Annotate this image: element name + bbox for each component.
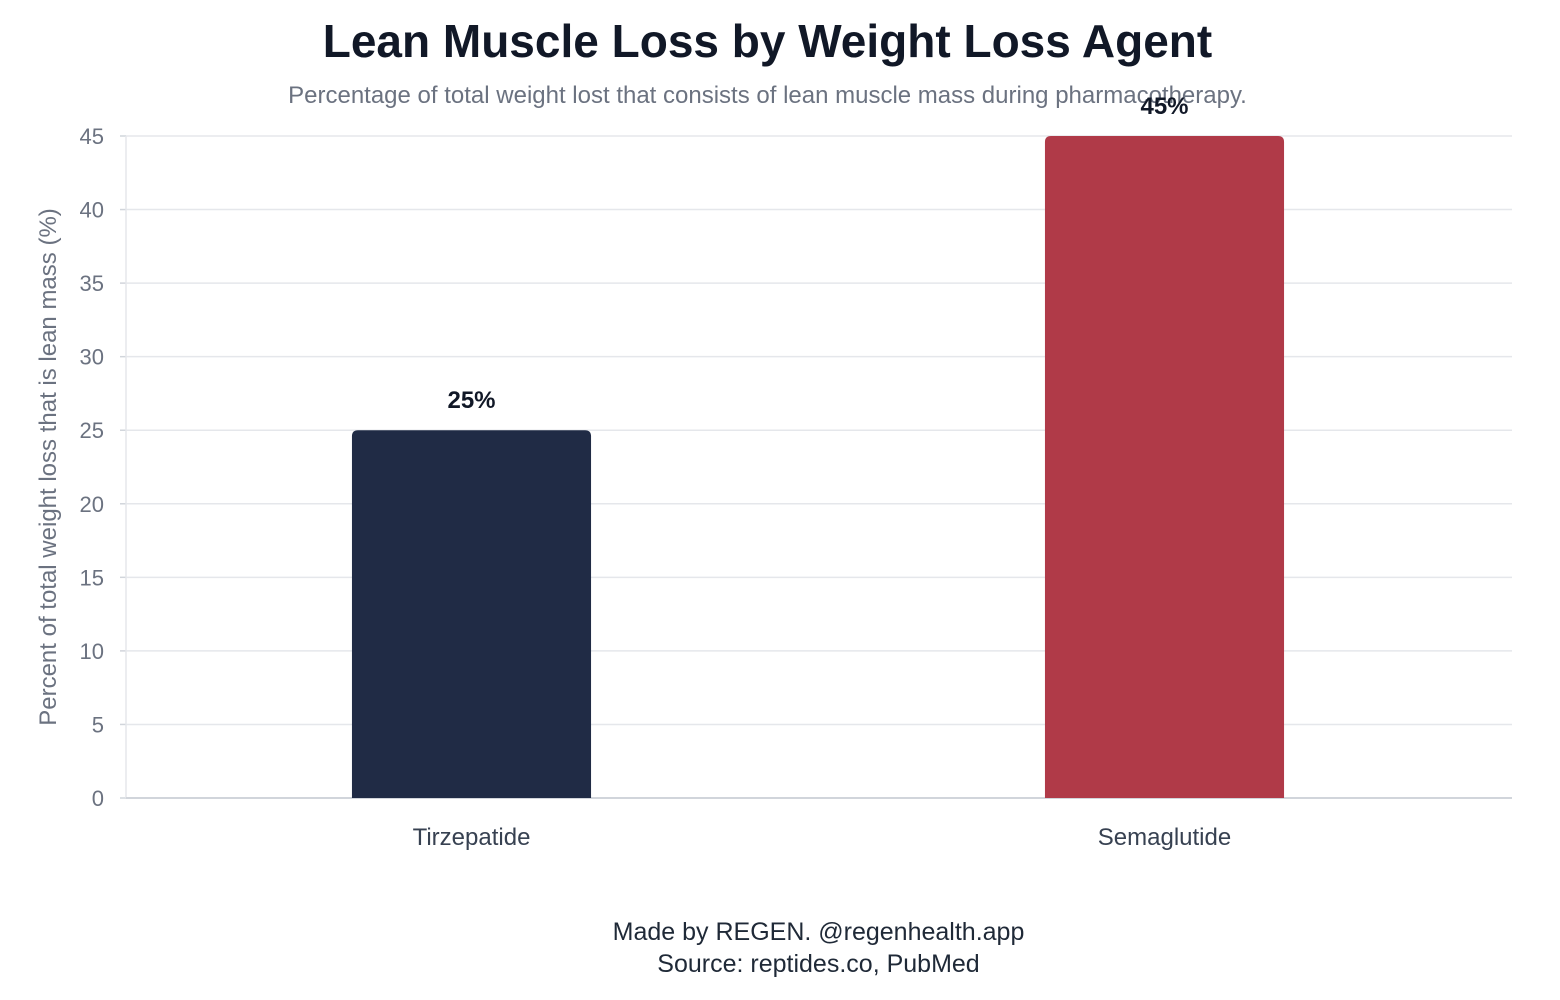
- data-label: 25%: [447, 387, 495, 414]
- gridlines: [126, 135, 1512, 726]
- footer-source: Source: reptides.co, PubMed: [657, 950, 980, 978]
- footer: Made by REGEN. @regenhealth.app Source: …: [0, 916, 1560, 980]
- y-tick-label: 40: [80, 198, 104, 223]
- x-tick-label: Semaglutide: [1098, 824, 1231, 851]
- data-label: 45%: [1140, 93, 1188, 120]
- y-tick-label: 30: [80, 345, 104, 370]
- labels: 25% Tirzepatide 45% Semaglutide: [413, 93, 1232, 851]
- y-axis-title: Percent of total weight loss that is lea…: [35, 208, 62, 726]
- chart-subtitle: Percentage of total weight lost that con…: [288, 82, 1247, 109]
- chart-title: Lean Muscle Loss by Weight Loss Agent: [322, 15, 1213, 67]
- footer-credit: Made by REGEN. @regenhealth.app: [612, 918, 1025, 946]
- axes: 0 5 10 15 20 25 30 35 40 45: [80, 124, 1512, 811]
- y-tick-label: 45: [80, 124, 104, 149]
- x-tick-label: Tirzepatide: [413, 824, 531, 851]
- y-tick-label: 25: [80, 418, 104, 443]
- bar-semaglutide: [1044, 136, 1285, 798]
- y-tick-label: 10: [80, 639, 104, 664]
- y-tick-label: 20: [80, 492, 104, 517]
- y-tick-label: 35: [80, 271, 104, 296]
- y-tick-label: 15: [80, 565, 104, 590]
- y-tick-label: 5: [92, 712, 104, 737]
- y-tick-label: 0: [92, 786, 104, 811]
- bars: [351, 136, 1285, 798]
- bar-tirzepatide: [351, 430, 592, 798]
